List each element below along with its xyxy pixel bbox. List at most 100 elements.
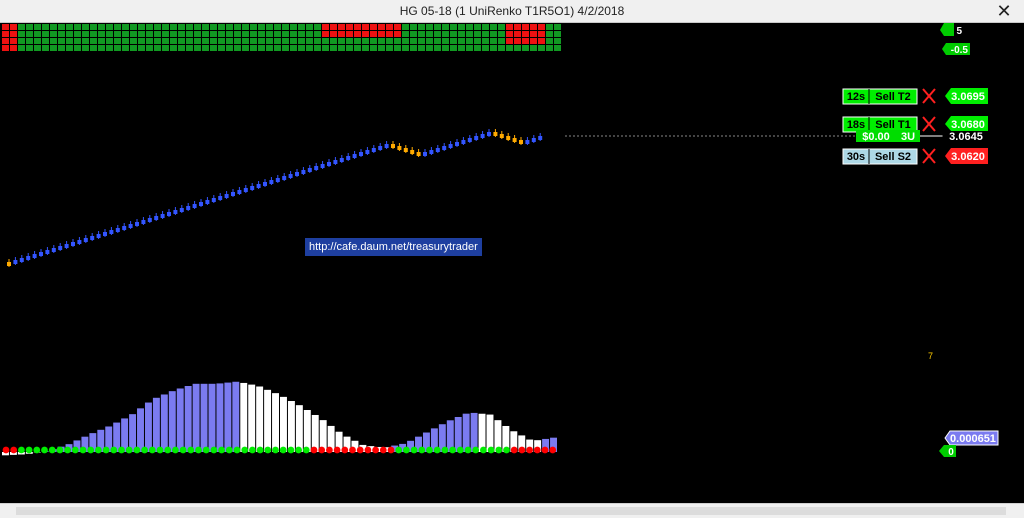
signal-dot — [133, 446, 141, 454]
heatmap-cell — [402, 24, 409, 30]
signal-dot — [379, 446, 387, 454]
price-brick — [499, 134, 504, 138]
heatmap-cell — [106, 38, 113, 44]
histogram-bar — [542, 438, 550, 452]
histogram-bars — [2, 381, 557, 456]
price-brick — [467, 138, 472, 142]
horizontal-scrollbar[interactable] — [0, 503, 1024, 518]
heatmap-cell — [226, 38, 233, 44]
heatmap-cell — [98, 31, 105, 37]
histogram-bar — [232, 381, 240, 452]
price-brick — [371, 148, 376, 152]
heatmap-cell — [418, 31, 425, 37]
heatmap-cell — [10, 31, 17, 37]
price-brick — [416, 152, 421, 156]
heatmap-cell — [546, 45, 553, 51]
cancel-order-icon[interactable] — [922, 88, 936, 104]
chart-area[interactable]: 5 -0.5 12s Sell T2 3.0695 18s Sell T1 3.… — [0, 23, 1024, 503]
heatmap-cell — [322, 31, 329, 37]
heatmap-cell — [42, 38, 49, 44]
heatmap-cell — [74, 31, 81, 37]
heatmap-cell — [274, 38, 281, 44]
heatmap-cell — [466, 31, 473, 37]
heatmap-cell — [242, 31, 249, 37]
order-line-sell-t2[interactable]: 12s Sell T2 — [842, 88, 918, 105]
heatmap-cell — [210, 45, 217, 51]
signal-dot — [225, 446, 233, 454]
heatmap-cell — [306, 31, 313, 37]
price-brick — [525, 140, 530, 144]
signal-dot — [110, 446, 118, 454]
heatmap-cell — [242, 24, 249, 30]
histogram-bar — [486, 414, 494, 452]
heatmap-cell — [442, 24, 449, 30]
price-brick — [442, 146, 447, 150]
price-brick — [13, 260, 18, 264]
histogram-bar — [184, 386, 192, 452]
heatmap-cell — [186, 38, 193, 44]
signal-dot — [249, 446, 256, 454]
histogram-bar — [303, 410, 311, 452]
histogram-bar — [407, 440, 415, 452]
heatmap-cell — [42, 45, 49, 51]
heatmap-cell — [74, 24, 81, 30]
order-line-sell-t1[interactable]: 18s Sell T1 — [842, 116, 918, 133]
price-bricks — [7, 129, 543, 267]
signal-dot — [364, 446, 372, 454]
heatmap-cell — [514, 38, 521, 44]
signal-dot — [418, 446, 426, 454]
scrollbar-thumb[interactable] — [16, 507, 1006, 515]
price-brick — [346, 156, 351, 160]
histogram-bar — [192, 383, 200, 452]
close-icon[interactable]: ✕ — [996, 1, 1012, 21]
position-qty: 3U — [901, 131, 915, 143]
heatmap-cell — [18, 38, 25, 44]
histogram-bar — [415, 436, 422, 452]
heatmap-cell — [426, 45, 433, 51]
histogram-bar — [311, 414, 319, 452]
price-tag-sell-t2: 3.0695 — [945, 88, 988, 104]
url-banner[interactable]: http://cafe.daum.net/treasurytrader — [305, 238, 482, 256]
signal-dot — [310, 446, 318, 454]
heatmap-cell — [2, 31, 9, 37]
histogram-bar — [534, 440, 542, 452]
signal-dot — [302, 446, 310, 454]
signal-dot — [102, 446, 110, 454]
histogram-bar — [105, 426, 113, 452]
top-tag-1: 5 — [940, 23, 962, 37]
heatmap-cell — [282, 24, 289, 30]
heatmap-cell — [154, 31, 161, 37]
heatmap-cell — [130, 24, 137, 30]
signal-heatmap — [2, 24, 561, 51]
price-brick — [282, 176, 287, 180]
heatmap-cell — [474, 38, 481, 44]
price-brick — [423, 152, 427, 156]
heatmap-cell — [2, 45, 9, 51]
heatmap-cell — [330, 45, 337, 51]
price-brick — [275, 178, 280, 182]
heatmap-cell — [378, 31, 385, 37]
heatmap-cell — [290, 45, 297, 51]
heatmap-cell — [146, 31, 153, 37]
signal-dot — [241, 446, 249, 454]
heatmap-cell — [210, 31, 217, 37]
heatmap-cell — [274, 45, 281, 51]
signal-dot — [487, 446, 495, 454]
order-line-sell-s2[interactable]: 30s Sell S2 — [842, 148, 918, 165]
order-label: Sell T2 — [875, 91, 910, 103]
heatmap-cell — [322, 38, 329, 44]
signal-dot — [95, 446, 102, 454]
histogram-bar — [383, 447, 391, 452]
cancel-order-icon[interactable] — [922, 148, 936, 164]
heatmap-cell — [90, 24, 97, 30]
heatmap-cell — [58, 45, 65, 51]
price-brick — [538, 136, 543, 140]
price-brick — [154, 216, 159, 220]
histogram-bar — [129, 414, 137, 452]
price-brick — [83, 238, 88, 242]
price-brick — [115, 228, 120, 232]
heatmap-cell — [146, 38, 153, 44]
cancel-order-icon[interactable] — [922, 116, 936, 132]
heatmap-cell — [90, 31, 97, 37]
heatmap-cell — [250, 31, 257, 37]
